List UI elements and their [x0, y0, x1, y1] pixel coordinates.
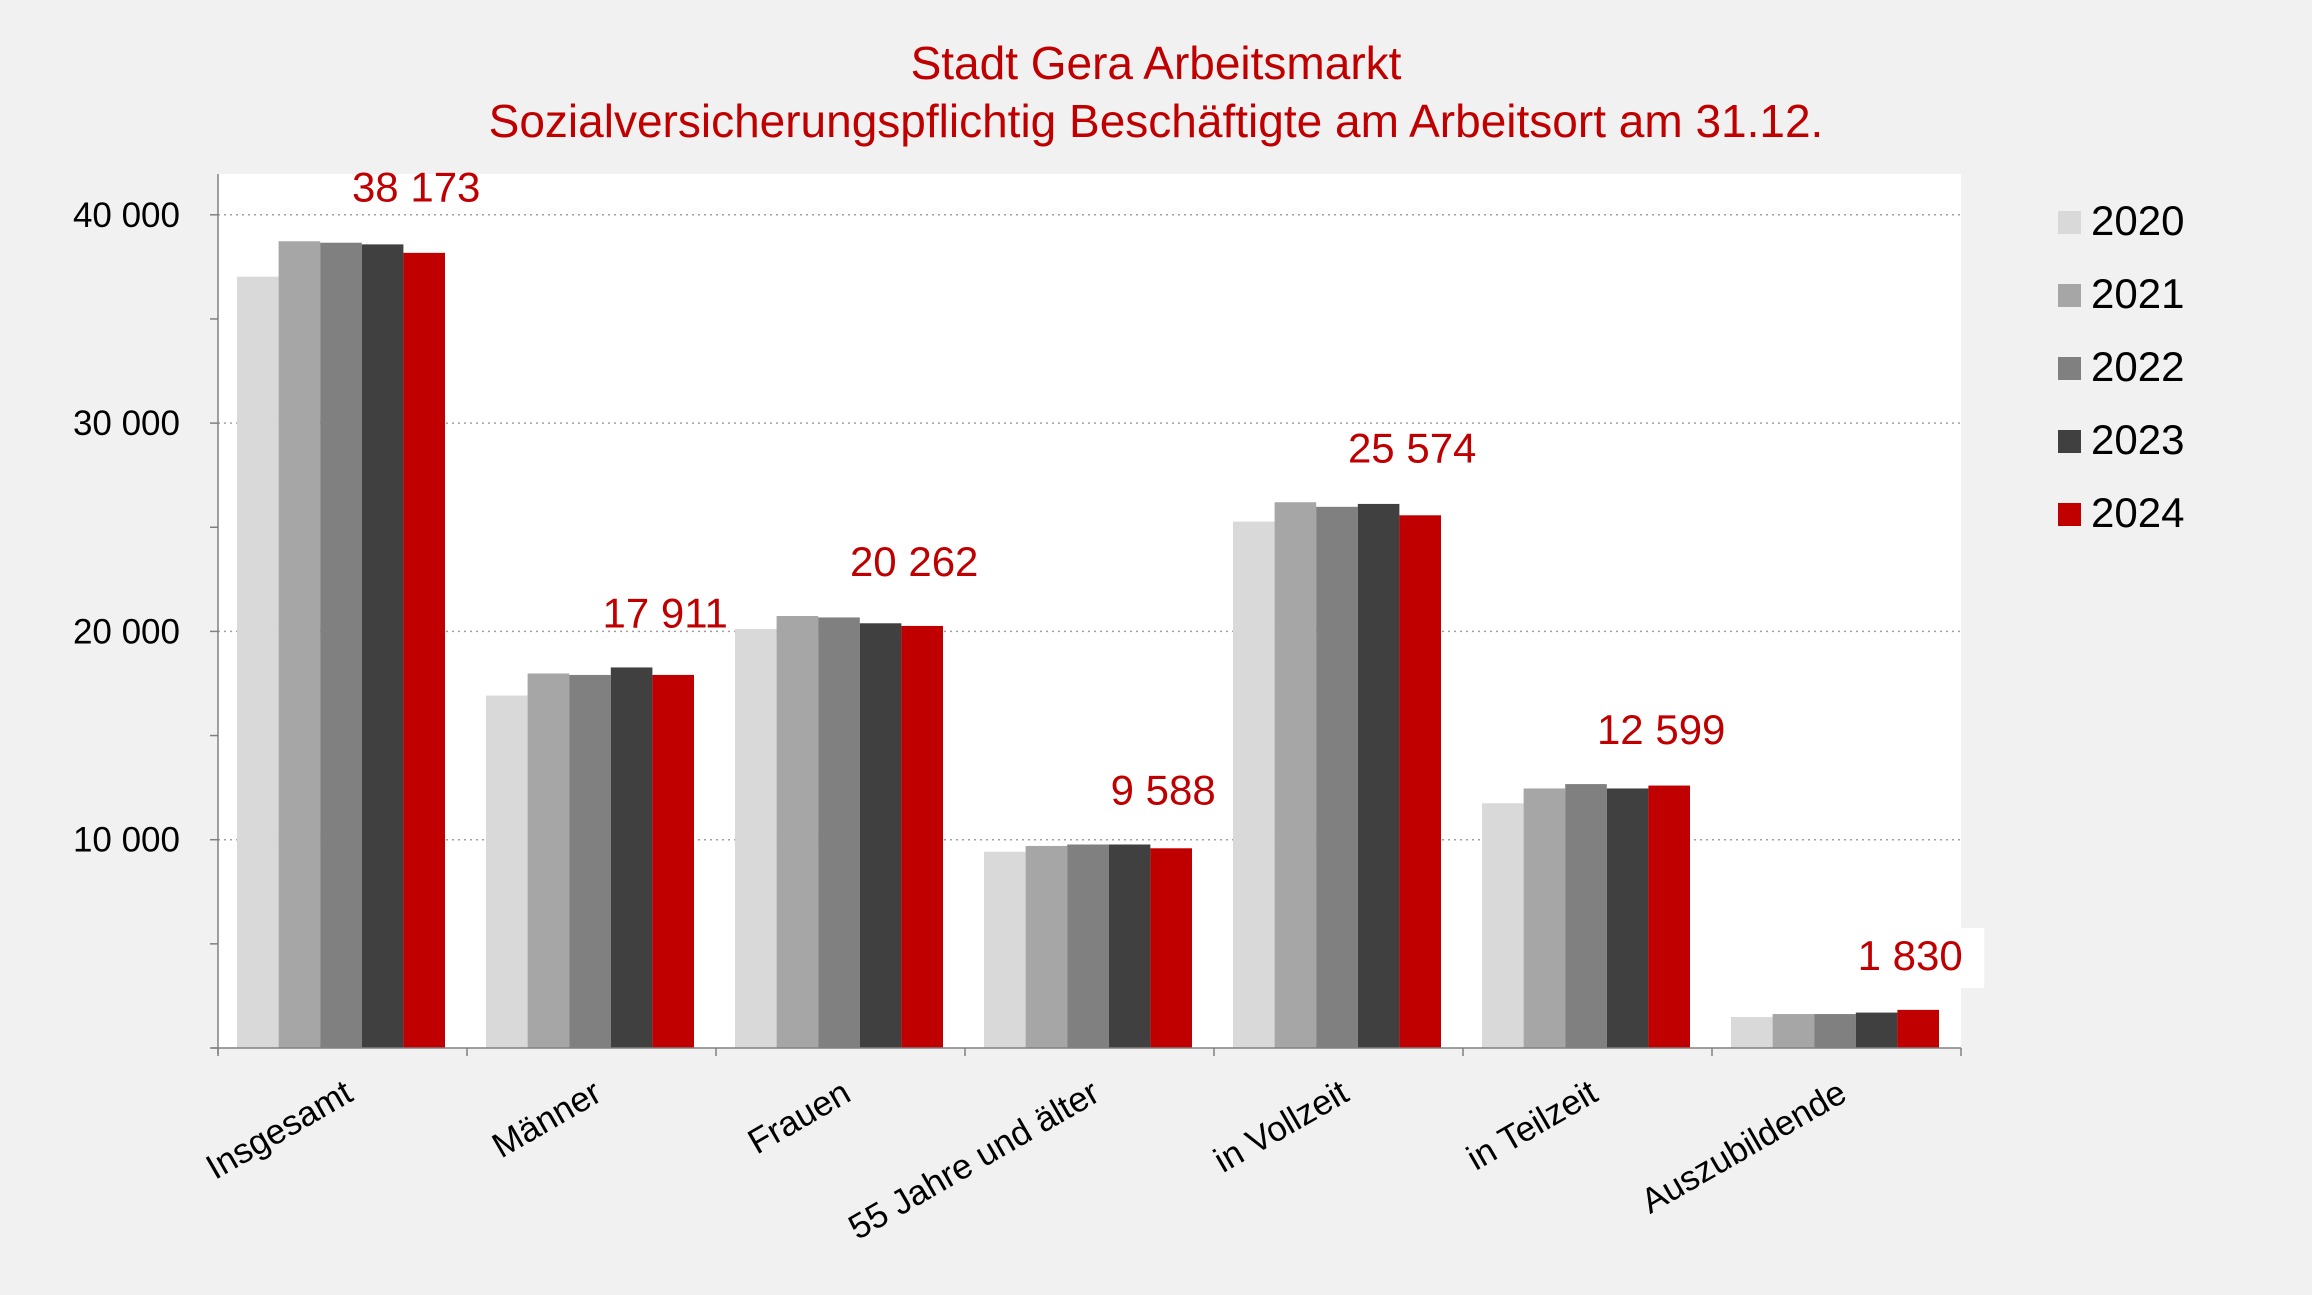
- chart-subtitle: Sozialversicherungspflichtig Beschäftigt…: [489, 95, 1824, 147]
- bar-2022: [320, 242, 362, 1048]
- data-labels: 38 173 17 911 20 262 9 588 25 574 12 599 1 830: [352, 163, 1985, 988]
- data-label: 12 599: [1597, 706, 1725, 753]
- bar-2020: [984, 851, 1026, 1048]
- bar-2020: [237, 276, 279, 1048]
- bar-2020: [735, 629, 777, 1048]
- bar-2024: [1150, 848, 1192, 1048]
- x-tick-label: in Teilzeit: [1460, 1072, 1604, 1178]
- bar-2023: [1357, 503, 1400, 1048]
- data-label: 9 588: [1111, 766, 1216, 813]
- bar-2020: [486, 695, 528, 1048]
- data-label: 25 574: [1348, 424, 1476, 471]
- data-label: 20 262: [850, 538, 978, 585]
- legend-swatch-2024: [2058, 503, 2081, 526]
- bar-2020: [1731, 1016, 1773, 1048]
- legend-label: 2024: [2091, 489, 2184, 536]
- bar-2022: [1814, 1014, 1856, 1048]
- legend-label: 2021: [2091, 270, 2184, 317]
- bar-2023: [859, 623, 902, 1048]
- bar-2023: [1108, 844, 1151, 1048]
- bar-2024: [403, 252, 445, 1048]
- x-tick-label: in Vollzeit: [1207, 1072, 1355, 1180]
- bar-2021: [1274, 502, 1317, 1048]
- bar-2023: [1855, 1012, 1898, 1048]
- bar-2022: [818, 617, 860, 1048]
- x-tick-label: Insgesamt: [200, 1072, 360, 1187]
- bar-2022: [1565, 784, 1607, 1048]
- legend-label: 2023: [2091, 416, 2184, 463]
- bar-2021: [527, 673, 570, 1048]
- data-label: 38 173: [352, 163, 480, 210]
- x-tick-label: Frauen: [741, 1073, 857, 1162]
- bar-2024: [652, 674, 694, 1048]
- x-tick-label: Männer: [486, 1072, 609, 1165]
- legend-label: 2020: [2091, 197, 2184, 244]
- bars: [237, 241, 1939, 1049]
- legend-swatch-2021: [2058, 284, 2081, 307]
- bar-2021: [1772, 1014, 1815, 1048]
- bar-2022: [569, 674, 611, 1048]
- bar-2021: [776, 615, 819, 1048]
- bar-2020: [1233, 521, 1275, 1048]
- legend-swatch-2023: [2058, 430, 2081, 453]
- bar-2023: [1606, 788, 1649, 1048]
- data-label: 17 911: [603, 589, 728, 636]
- bar-2021: [278, 241, 321, 1049]
- y-tick-label: 40 000: [73, 196, 180, 235]
- bar-2022: [1067, 844, 1109, 1048]
- legend-swatch-2020: [2058, 211, 2081, 234]
- bar-2021: [1523, 788, 1566, 1048]
- bar-2024: [1897, 1009, 1939, 1048]
- legend-label: 2022: [2091, 343, 2184, 390]
- bar-2023: [610, 667, 653, 1048]
- data-label-background: [1836, 927, 1985, 988]
- y-tick-label: 10 000: [73, 821, 180, 860]
- x-tick-label: 55 Jahre und älter: [842, 1072, 1106, 1247]
- bar-2021: [1025, 845, 1068, 1048]
- legend-swatch-2022: [2058, 357, 2081, 380]
- chart-title: Stadt Gera Arbeitsmarkt: [911, 37, 1402, 89]
- y-tick-label: 30 000: [73, 404, 180, 443]
- bar-2024: [1399, 515, 1441, 1048]
- legend: 2020 2021 2022 2023 2024: [2058, 197, 2184, 536]
- bar-2020: [1482, 803, 1524, 1048]
- y-tick-label: 20 000: [73, 612, 180, 651]
- bar-2024: [1648, 785, 1690, 1048]
- x-tick-label: Auszubildende: [1635, 1073, 1853, 1222]
- data-label: 1 830: [1858, 932, 1963, 979]
- bar-2024: [901, 625, 943, 1048]
- bar-2023: [361, 244, 404, 1048]
- bar-2022: [1316, 506, 1358, 1048]
